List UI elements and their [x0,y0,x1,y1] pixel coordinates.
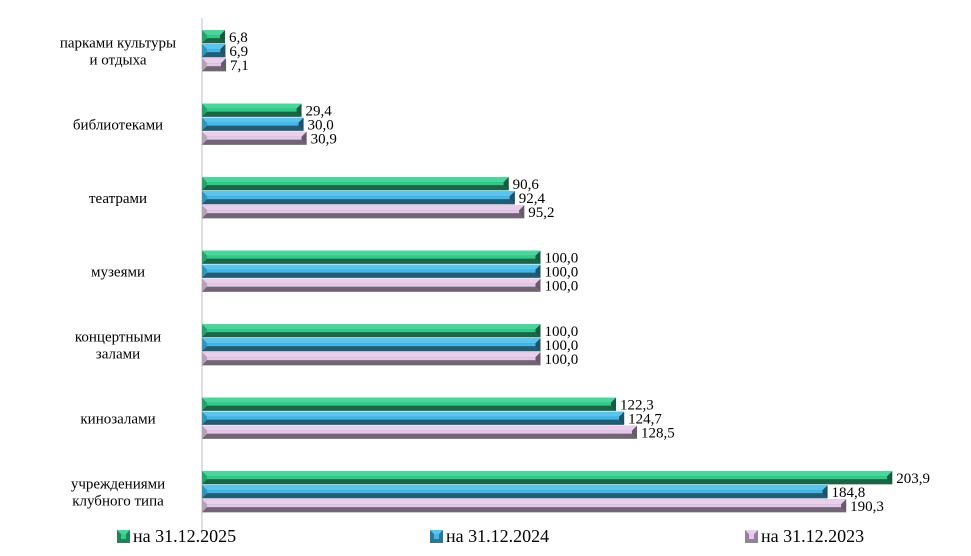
bar [202,278,541,292]
category-label: парками культуры [60,35,176,51]
bar [202,44,226,58]
bar [202,425,637,439]
value-label: 100,0 [545,264,579,280]
bar [202,250,541,264]
bar [202,499,847,513]
legend-item: на 31.12.2025 [117,526,236,546]
legend-item: на 31.12.2024 [430,526,549,546]
value-label: 100,0 [545,250,579,266]
bar [202,205,525,219]
value-label: 184,8 [832,485,866,501]
value-label: 203,9 [896,471,930,487]
bar [202,352,541,366]
category-label: залами [96,346,140,362]
value-label: 6,9 [229,44,248,60]
bar [202,103,302,117]
category-label: библиотеками [73,117,163,133]
value-label: 100,0 [545,338,579,354]
bar [202,30,226,44]
category-label: клубного типа [72,493,164,509]
value-label: 7,1 [230,58,249,74]
bar [202,264,541,278]
bar [202,191,515,205]
bar [202,58,227,72]
category-label: и отдыха [89,52,146,68]
category-label: концертными [75,329,161,345]
category-label: театрами [89,191,147,207]
bar [202,485,828,499]
value-label: 92,4 [519,191,546,207]
value-label: 190,3 [850,499,884,515]
legend-swatch [117,530,130,543]
category-label: учреждениями [71,476,165,492]
legend-label: на 31.12.2025 [133,526,236,546]
bar [202,324,541,338]
value-label: 124,7 [628,411,662,427]
value-label: 122,3 [620,397,654,413]
value-label: 6,8 [229,30,248,46]
bar [202,471,893,485]
bar [202,397,616,411]
value-label: 100,0 [545,324,579,340]
legend-label: на 31.12.2024 [446,526,549,546]
value-label: 30,0 [308,117,334,133]
bar [202,411,625,425]
legend-swatch [430,530,443,543]
value-label: 128,5 [641,425,675,441]
legend-label: на 31.12.2023 [761,526,864,546]
bar [202,338,541,352]
bar [202,131,307,145]
bar [202,117,304,131]
value-label: 100,0 [545,352,579,368]
legend-swatch [745,530,758,543]
category-label: кинозалами [80,411,155,427]
bar [202,177,509,191]
value-label: 100,0 [545,278,579,294]
value-label: 90,6 [513,177,540,193]
value-label: 29,4 [306,103,333,119]
value-label: 95,2 [528,205,554,221]
legend-item: на 31.12.2023 [745,526,864,546]
value-label: 30,9 [311,131,337,147]
category-label: музеями [91,264,145,280]
